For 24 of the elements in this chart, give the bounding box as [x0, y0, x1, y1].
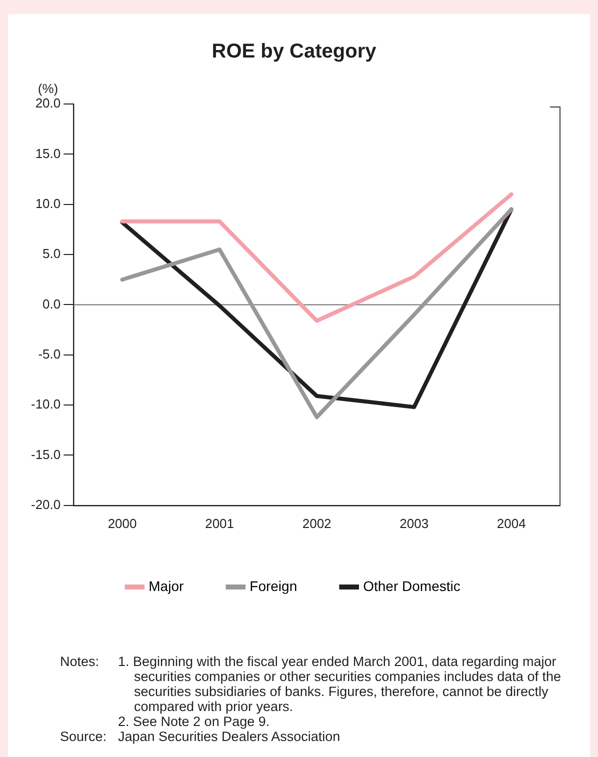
y-tick-label: -10.0: [30, 396, 61, 412]
y-axis-title: (%): [38, 81, 58, 96]
x-tick-label: 2000: [108, 516, 137, 531]
y-tick-label: 20.0: [35, 96, 61, 111]
y-tick-label: 5.0: [42, 246, 61, 262]
x-tick-label: 2002: [302, 516, 332, 531]
source-note: Source:: [60, 729, 108, 744]
x-tick-label: 2001: [205, 516, 234, 531]
y-tick-label: -5.0: [38, 346, 61, 362]
x-tick-label: 2004: [496, 516, 526, 531]
y-tick-label: 10.0: [35, 196, 61, 211]
y-tick-label: 0.0: [42, 296, 61, 312]
legend-label: Foreign: [250, 578, 298, 594]
x-tick-label: 2003: [400, 516, 429, 531]
y-tick-label: -20.0: [30, 496, 61, 512]
legend-label: Other Domestic: [363, 578, 460, 594]
chart-title: ROE by Category: [212, 40, 378, 63]
y-tick-label: -15.0: [30, 446, 61, 462]
text: Japan Securities Dealers Association: [118, 729, 340, 744]
text: 2. See Note 2 on Page 9.: [118, 714, 270, 729]
legend-label: Major: [148, 578, 184, 594]
text: 1. Beginning with the fiscal year ended March 2001, data regarding major securities companies or other securities companies includes data of the securities subsidiaries of banks. Figures, therefore, cannot be directly compared with prior years.: [118, 654, 562, 714]
text: Notes:: [60, 654, 100, 671]
y-tick-label: 15.0: [35, 146, 61, 161]
